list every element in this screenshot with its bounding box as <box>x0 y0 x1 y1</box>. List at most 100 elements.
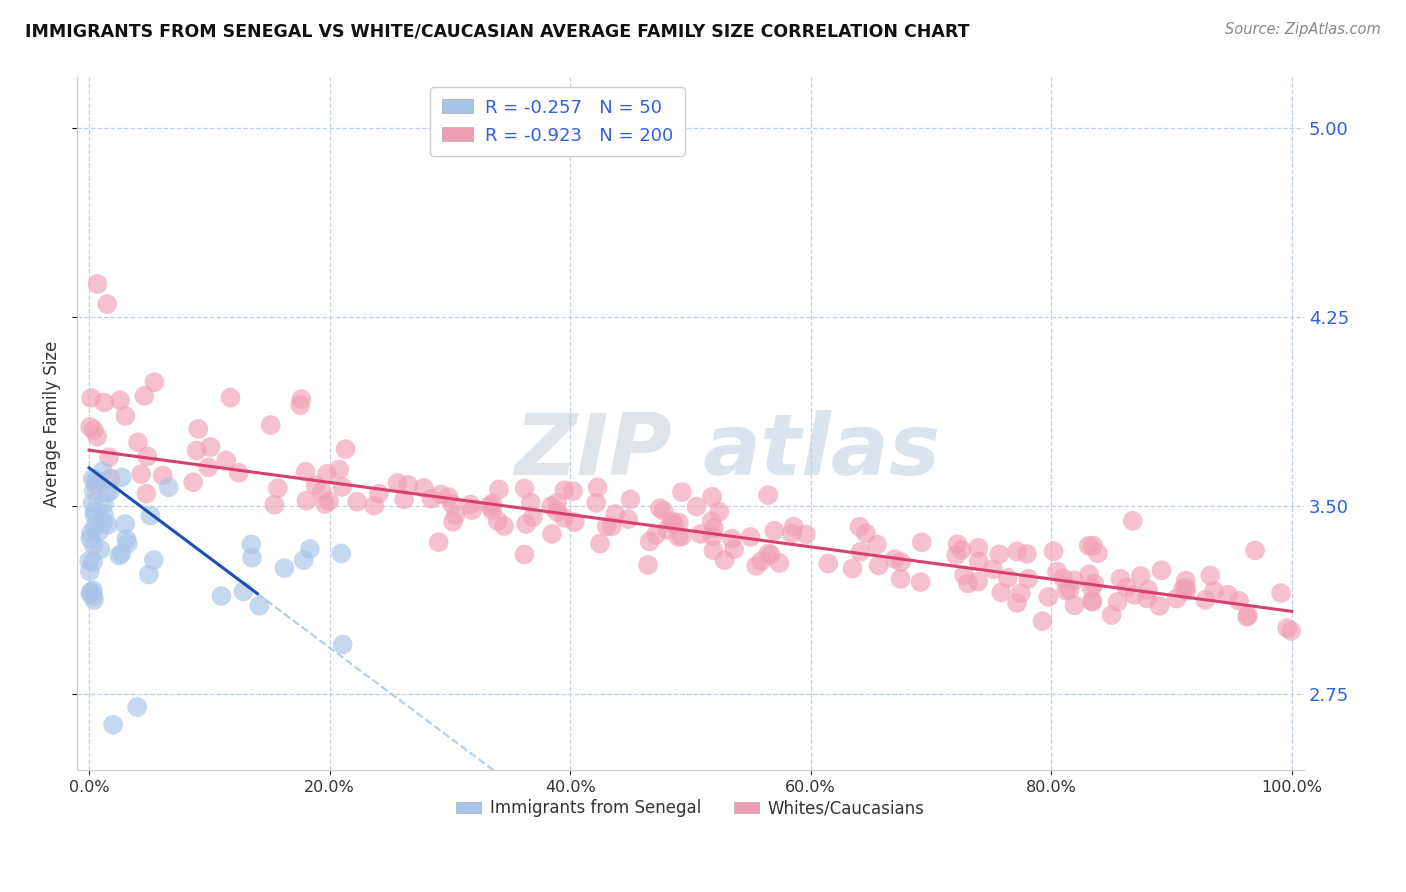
Point <box>745 558 768 573</box>
Point <box>79 564 101 578</box>
Point <box>295 493 318 508</box>
Point <box>200 440 222 454</box>
Point <box>215 453 238 467</box>
Point <box>1042 544 1064 558</box>
Point <box>427 535 450 549</box>
Point <box>187 422 209 436</box>
Point <box>129 467 152 482</box>
Point <box>486 514 509 528</box>
Point <box>1015 547 1038 561</box>
Point <box>311 484 333 499</box>
Point <box>240 537 263 551</box>
Point <box>98 450 121 465</box>
Point <box>1031 614 1053 628</box>
Point <box>219 391 242 405</box>
Point <box>392 492 415 507</box>
Point <box>1101 608 1123 623</box>
Point <box>1216 588 1239 602</box>
Point <box>1236 610 1258 624</box>
Point <box>79 532 101 546</box>
Point <box>1081 595 1104 609</box>
Point <box>186 443 208 458</box>
Point <box>263 498 285 512</box>
Point <box>721 532 744 546</box>
Point <box>84 478 107 492</box>
Point <box>671 485 693 500</box>
Point <box>110 470 132 484</box>
Point <box>589 536 612 550</box>
Point <box>481 496 503 510</box>
Point <box>249 599 271 613</box>
Point <box>540 499 562 513</box>
Point <box>522 510 544 524</box>
Point <box>855 526 877 541</box>
Point <box>515 516 537 531</box>
Point <box>756 546 779 560</box>
Point <box>988 547 1011 561</box>
Point <box>93 395 115 409</box>
Point <box>783 519 806 533</box>
Point <box>1149 599 1171 613</box>
Point <box>1199 568 1222 582</box>
Point <box>316 467 339 481</box>
Point <box>346 494 368 508</box>
Point <box>83 474 105 488</box>
Point <box>1227 594 1250 608</box>
Point <box>723 542 745 557</box>
Point <box>82 496 104 510</box>
Point <box>93 507 115 521</box>
Point <box>1054 583 1077 598</box>
Point <box>332 638 354 652</box>
Point <box>883 552 905 566</box>
Point <box>1063 574 1085 588</box>
Point <box>709 505 731 519</box>
Point <box>848 520 870 534</box>
Point <box>101 717 124 731</box>
Text: IMMIGRANTS FROM SENEGAL VS WHITE/CAUCASIAN AVERAGE FAMILY SIZE CORRELATION CHART: IMMIGRANTS FROM SENEGAL VS WHITE/CAUCASI… <box>25 22 970 40</box>
Point <box>946 537 969 551</box>
Point <box>79 420 101 434</box>
Point <box>1279 624 1302 638</box>
Point <box>127 435 149 450</box>
Point <box>990 585 1012 599</box>
Point <box>93 515 115 529</box>
Point <box>661 514 683 528</box>
Point <box>586 481 609 495</box>
Point <box>136 450 159 464</box>
Point <box>83 423 105 437</box>
Point <box>1005 596 1028 610</box>
Point <box>645 527 668 541</box>
Point <box>794 527 817 541</box>
Point <box>1166 591 1188 606</box>
Point <box>86 430 108 444</box>
Point <box>115 532 138 546</box>
Point <box>605 507 627 521</box>
Point <box>967 554 990 568</box>
Point <box>82 472 104 486</box>
Point <box>314 497 336 511</box>
Point <box>481 503 503 517</box>
Point <box>83 538 105 552</box>
Point <box>740 530 762 544</box>
Point <box>648 501 671 516</box>
Point <box>1010 586 1032 600</box>
Point <box>290 398 312 412</box>
Point <box>513 548 536 562</box>
Point <box>1087 546 1109 560</box>
Point <box>93 497 115 511</box>
Point <box>1077 539 1099 553</box>
Point <box>562 484 585 499</box>
Point <box>87 524 110 539</box>
Point <box>117 536 139 550</box>
Point <box>1109 572 1132 586</box>
Point <box>1017 572 1039 586</box>
Point <box>298 541 321 556</box>
Point <box>671 529 693 543</box>
Point <box>817 557 839 571</box>
Point <box>181 475 204 490</box>
Point <box>108 549 131 563</box>
Point <box>997 571 1019 585</box>
Point <box>143 376 166 390</box>
Point <box>967 541 990 555</box>
Point <box>363 499 385 513</box>
